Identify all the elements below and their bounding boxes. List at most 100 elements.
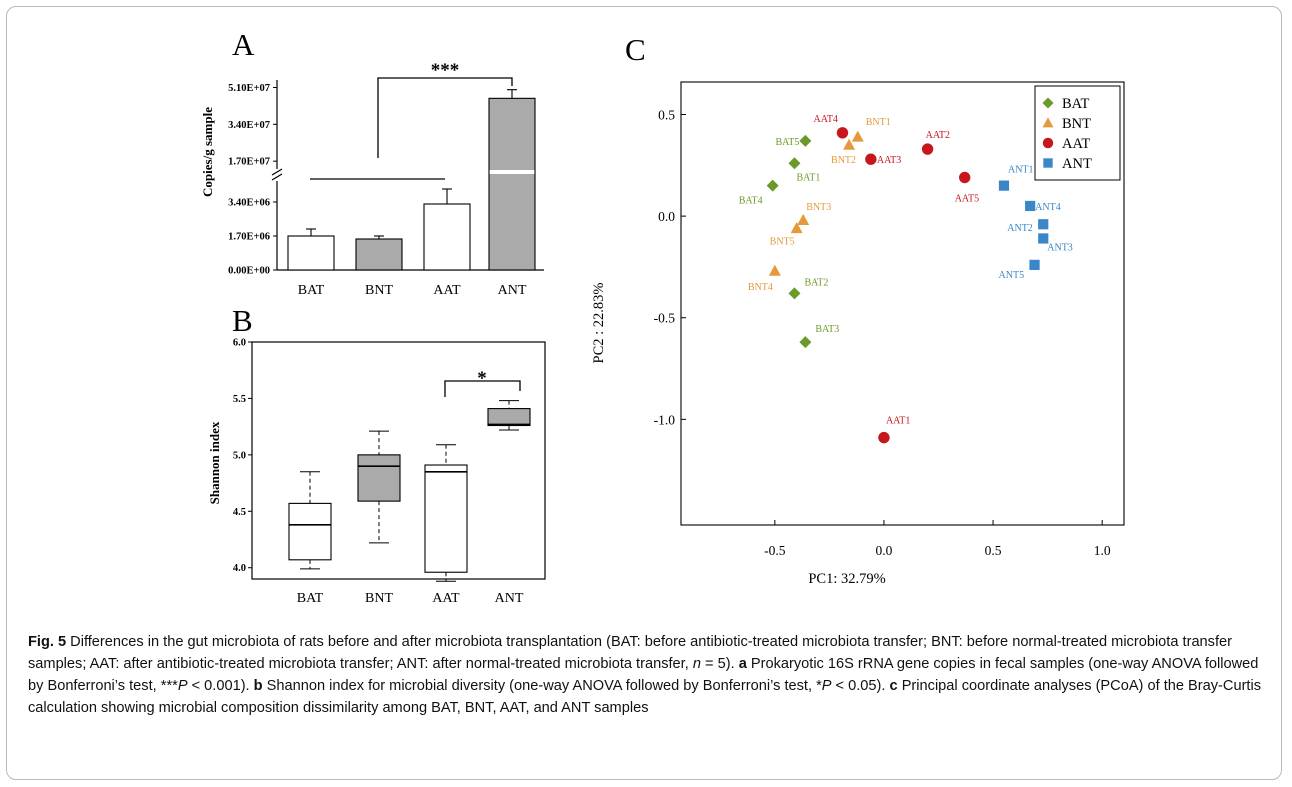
panel-c-point-ant1 [998, 180, 1010, 191]
panel-a-y-tick-label: 3.40E+06 [228, 198, 270, 209]
panel-c-point-label: AAT1 [886, 416, 910, 427]
panel-c-point-label: ANT4 [1035, 202, 1061, 213]
panel-b-significance-bracket [444, 380, 521, 397]
panel-c-point-ant2 [1038, 219, 1049, 230]
panel-c-x-tick-label: 0.5 [985, 543, 1002, 558]
panel-a-significance-bracket [377, 77, 513, 158]
caption-p-var-b: P [821, 678, 832, 694]
panel-a-significance-stars: *** [431, 60, 460, 81]
panel-b-x-tick-label: BAT [297, 591, 324, 606]
panel-a-bar [287, 235, 335, 271]
panel-c-y-tick-label: -0.5 [654, 311, 676, 326]
panel-c-x-tick-label: 0.0 [876, 543, 893, 558]
panel-c-point-aat4 [836, 127, 849, 139]
panel-b-x-tick-label: ANT [495, 591, 524, 606]
panel-b-y-label: Shannon index [207, 421, 222, 504]
panel-c-x-label: PC1: 32.79% [808, 571, 885, 587]
caption-intro: Differences in the gut microbiota of rat… [28, 634, 1233, 672]
panel-c-pcoa-scatter: PC1: 32.79% PC2 : 22.83% -0.5 0.0 0.5 1.0 0.… [591, 81, 1125, 587]
panel-c-point-bat1 [788, 157, 801, 170]
panel-a-x-tick-label: BNT [365, 283, 393, 298]
figure-caption: Fig. 5 Differences in the gut microbiota… [28, 631, 1268, 719]
panel-c-point-bat5 [799, 134, 812, 147]
caption-b-end: < 0.05). [831, 678, 890, 694]
caption-fig-label: Fig. 5 [28, 634, 67, 650]
panel-a-x-tick-label: BAT [298, 283, 325, 298]
panel-c-legend-marker [1042, 137, 1054, 149]
panel-letter-a: A [232, 27, 255, 62]
panel-c-point-ant4 [1025, 200, 1036, 212]
panel-a-y-tick-label: 5.10E+07 [228, 83, 270, 94]
panel-c-legend-marker [1043, 158, 1053, 168]
panel-a-x-tick-label: ANT [498, 283, 527, 298]
panel-c-point-bnt1 [851, 130, 864, 142]
caption-c-text: Principal coordinate analyses (PCoA) of … [28, 678, 1262, 716]
panel-a-bar-chart: Copies/g sample 0.00E+00 1.70E+06 3.40E+06… [200, 60, 544, 298]
panel-c-point-label: BAT1 [796, 172, 820, 183]
panel-a-y-tick-label: 1.70E+06 [228, 232, 270, 243]
panel-b-y-tick-label: 6.0 [233, 338, 246, 349]
panel-c-point-ant5 [1029, 259, 1040, 270]
caption-c-letter: c [889, 678, 898, 694]
caption-b-letter: b [253, 678, 263, 694]
panel-a-bar-break-gap [489, 170, 535, 174]
panel-c-point-label: BNT5 [770, 236, 795, 247]
caption-n-val: = 5). [700, 656, 739, 672]
panel-a-y-tick-label: 3.40E+07 [228, 120, 270, 131]
panel-c-y-tick-label: 0.5 [658, 108, 675, 123]
panel-b-y-tick-label: 4.5 [233, 507, 246, 518]
panel-b-significance-star: * [477, 368, 487, 389]
panel-a-bar [355, 238, 403, 271]
panel-c-point-label: AAT4 [813, 114, 837, 125]
panel-c-point-aat1 [878, 431, 890, 444]
panel-c-legend-label: BNT [1062, 116, 1091, 132]
panel-a-y-tick-label: 0.00E+00 [228, 266, 270, 277]
panel-b-y-tick-label: 4.0 [233, 563, 246, 574]
panel-c-point-bnt3 [797, 213, 810, 225]
caption-a-text: Prokaryotic 16S rRNA gene copies in feca… [28, 656, 1259, 694]
panel-c-point-label: BNT4 [748, 282, 773, 293]
panel-b-box-plot: Shannon index 4.0 4.5 5.0 5.5 6.0 BAT BNT AAT AN… [207, 338, 546, 606]
panel-c-point-label: AAT3 [877, 155, 901, 166]
panel-c-point-bnt4 [768, 264, 781, 276]
caption-a-end: < 0.001). [187, 678, 254, 694]
panel-a-axis-break-mark [271, 168, 283, 176]
panel-a-y-tick-label: 1.70E+07 [228, 157, 270, 168]
panel-c-point-ant3 [1038, 233, 1049, 244]
panel-c-point-label: BAT4 [739, 196, 763, 207]
panel-c-point-label: BNT3 [806, 202, 831, 213]
panel-c-x-tick-label: -0.5 [764, 543, 786, 558]
panel-c-point-bnt2 [843, 138, 856, 150]
panel-a-bar [488, 97, 536, 271]
panel-b-x-tick-label: BNT [365, 591, 393, 606]
panel-letter-c: C [625, 32, 646, 67]
panel-c-point-label: ANT1 [1008, 165, 1034, 176]
caption-a-letter: a [738, 656, 747, 672]
panel-b-box [288, 502, 332, 561]
panel-a-y-label: Copies/g sample [200, 107, 215, 197]
panel-b-plot-frame [251, 341, 546, 580]
panel-b-box [357, 454, 401, 502]
panel-b-box [487, 408, 531, 427]
panel-c-point-aat2 [921, 143, 934, 155]
panel-c-point-bat3 [799, 336, 812, 349]
caption-b-text: Shannon index for microbial diversity (o… [262, 678, 822, 694]
panel-c-legend-marker [1042, 117, 1054, 128]
panel-c-legend-label: BAT [1062, 96, 1090, 112]
panel-c-y-tick-label: 0.0 [658, 209, 675, 224]
panel-c-point-bat2 [788, 287, 801, 300]
caption-p-var-a: P [177, 678, 188, 694]
panel-c-point-label: BNT2 [831, 155, 856, 166]
panel-b-box [424, 464, 468, 573]
panel-c-x-tick-label: 1.0 [1094, 543, 1111, 558]
panel-c-point-label: ANT3 [1047, 242, 1073, 253]
panel-b-y-tick-label: 5.0 [233, 450, 246, 461]
panel-c-point-label: ANT2 [1007, 223, 1033, 234]
panel-c-y-label: PC2 : 22.83% [591, 283, 607, 364]
panel-c-legend-marker [1042, 97, 1054, 109]
panel-b-y-tick-label: 5.5 [233, 394, 246, 405]
panel-c-legend-label: AAT [1062, 136, 1090, 152]
panel-c-point-label: BAT3 [815, 324, 839, 335]
panel-a-x-tick-label: AAT [433, 283, 461, 298]
panel-c-point-label: AAT2 [926, 130, 950, 141]
